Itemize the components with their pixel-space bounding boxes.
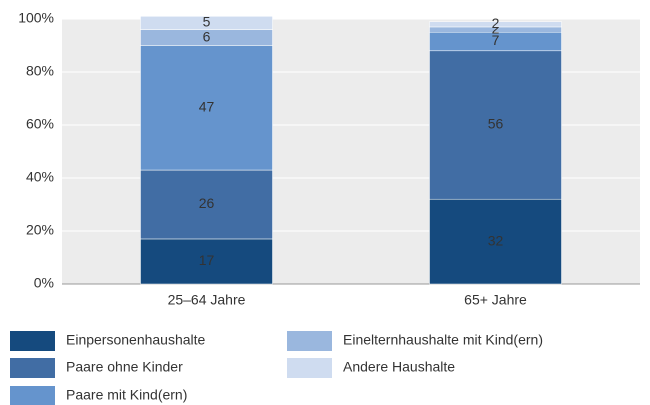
data-label: 5 <box>203 14 211 30</box>
data-label: 32 <box>488 232 504 248</box>
legend-swatch <box>10 386 55 405</box>
data-label: 6 <box>203 28 211 44</box>
bar-segment <box>140 169 273 240</box>
data-label: 26 <box>199 195 215 211</box>
data-label: 17 <box>199 252 215 268</box>
y-tick-label: 80% <box>26 63 54 79</box>
data-label: 2 <box>492 20 500 36</box>
data-label: 56 <box>488 116 504 132</box>
y-tick-label: 0% <box>34 275 54 291</box>
legend-label: Andere Haushalte <box>343 359 455 375</box>
x-tick-label: 25–64 Jahre <box>168 292 246 308</box>
legend-label: Einelternhaushalte mit Kind(ern) <box>343 332 543 348</box>
bar-segment <box>429 50 562 200</box>
legend-label: Paare mit Kind(ern) <box>66 387 187 403</box>
legend-swatch <box>10 331 55 351</box>
x-tick-label: 65+ Jahre <box>464 292 527 308</box>
bar-segment <box>429 198 562 285</box>
data-label: 2 <box>492 15 500 31</box>
legend-label: Paare ohne Kinder <box>66 359 183 375</box>
data-label: 7 <box>492 32 500 48</box>
bar-segment <box>140 16 273 30</box>
legend-label: Einpersonenhaushalte <box>66 332 206 348</box>
y-tick-label: 20% <box>26 222 54 238</box>
bar-segment <box>140 45 273 171</box>
y-tick-label: 100% <box>18 10 54 26</box>
legend-swatch <box>287 331 332 351</box>
y-tick-label: 60% <box>26 116 54 132</box>
y-tick-label: 40% <box>26 169 54 185</box>
bar-segment <box>429 21 562 28</box>
legend-swatch <box>287 358 332 378</box>
legend-swatch <box>10 358 55 378</box>
data-label: 47 <box>199 98 215 114</box>
